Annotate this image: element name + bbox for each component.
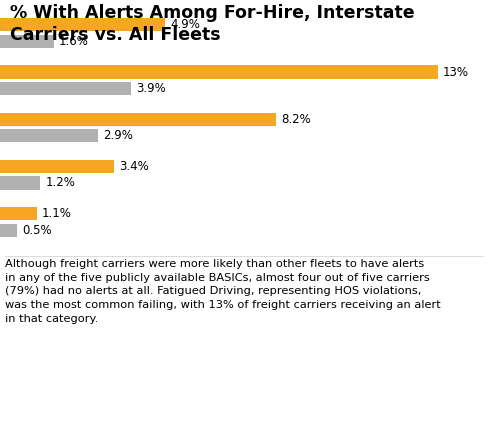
Bar <box>0 112 276 126</box>
Bar <box>0 82 131 95</box>
Bar <box>0 129 98 142</box>
Text: 1.2%: 1.2% <box>45 176 75 189</box>
Text: 8.2%: 8.2% <box>281 113 311 126</box>
Text: 1.6%: 1.6% <box>59 35 89 48</box>
Bar <box>0 176 41 189</box>
Bar <box>0 18 165 32</box>
Bar <box>0 207 37 220</box>
Bar <box>0 224 17 237</box>
Text: 2.9%: 2.9% <box>102 129 133 142</box>
Text: 1.1%: 1.1% <box>42 207 72 220</box>
Text: 13%: 13% <box>443 66 468 78</box>
Text: 3.4%: 3.4% <box>120 160 149 173</box>
Text: 3.9%: 3.9% <box>136 82 166 95</box>
Text: 4.9%: 4.9% <box>170 18 200 31</box>
Text: 0.5%: 0.5% <box>22 224 52 237</box>
Bar <box>0 65 438 79</box>
Bar <box>0 35 54 48</box>
Text: % With Alerts Among For-Hire, Interstate
Carriers vs. All Fleets: % With Alerts Among For-Hire, Interstate… <box>10 4 414 44</box>
Bar <box>0 160 114 173</box>
Text: Although freight carriers were more likely than other fleets to have alerts
in a: Although freight carriers were more like… <box>5 259 441 324</box>
